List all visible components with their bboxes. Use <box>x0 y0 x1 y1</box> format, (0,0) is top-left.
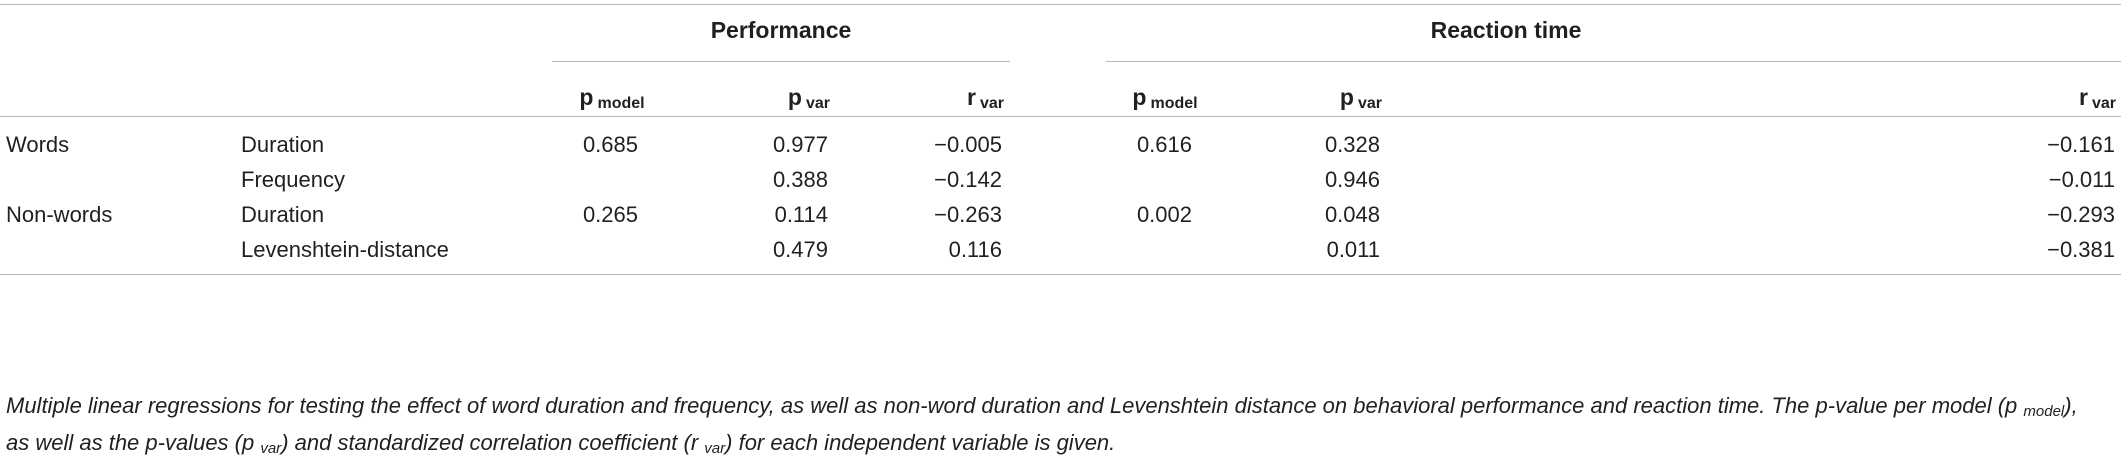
header-bottom-rule <box>0 116 2121 117</box>
row-variable: Frequency <box>241 167 345 192</box>
table-bottom-rule <box>0 274 2121 275</box>
cell-rt-p-var: 0.946 <box>1324 167 1380 192</box>
cell-rt-p-var: 0.011 <box>1326 237 1380 262</box>
row-category: Non-words <box>6 202 113 227</box>
cell-perf-p-model: 0.265 <box>582 202 638 227</box>
col-header-rt-p-model: p model <box>1132 84 1198 112</box>
col-header-perf-p-model: p model <box>579 84 645 112</box>
cell-perf-p-var: 0.479 <box>772 237 828 262</box>
cell-perf-r-var: −0.005 <box>934 132 1002 157</box>
cell-perf-p-var: 0.114 <box>774 202 828 227</box>
col-header-rt-p-var: p var <box>1339 84 1382 112</box>
cell-perf-r-var: −0.142 <box>934 167 1002 192</box>
performance-group-rule <box>552 61 1010 62</box>
cell-rt-p-model: 0.616 <box>1136 132 1192 157</box>
cell-perf-p-model: 0.685 <box>582 132 638 157</box>
cell-perf-r-var: 0.116 <box>948 237 1002 262</box>
cell-rt-r-var: −0.161 <box>2047 132 2115 157</box>
cell-perf-p-var: 0.977 <box>772 132 828 157</box>
table-caption: Multiple linear regressions for testing … <box>6 393 2078 457</box>
cell-rt-r-var: −0.293 <box>2047 202 2115 227</box>
cell-perf-r-var: −0.263 <box>934 202 1002 227</box>
col-header-perf-p-var: p var <box>787 84 830 112</box>
cell-rt-p-model: 0.002 <box>1136 202 1192 227</box>
reaction-time-group-rule <box>1106 61 2121 62</box>
cell-rt-p-var: 0.328 <box>1324 132 1380 157</box>
cell-rt-r-var: −0.381 <box>2047 237 2115 262</box>
cell-rt-p-var: 0.048 <box>1324 202 1380 227</box>
row-variable: Levenshtein-distance <box>241 237 449 262</box>
group-header-performance: Performance <box>710 17 852 43</box>
table-top-rule <box>0 4 2121 5</box>
row-category: Words <box>6 132 70 157</box>
cell-perf-p-var: 0.388 <box>772 167 828 192</box>
col-header-perf-r-var: r var <box>967 84 1004 112</box>
cell-rt-r-var: −0.011 <box>2048 167 2115 192</box>
group-header-reaction-time: Reaction time <box>1430 17 1582 43</box>
row-variable: Duration <box>241 202 325 227</box>
col-header-rt-r-var: r var <box>2079 84 2116 112</box>
row-variable: Duration <box>241 132 325 157</box>
